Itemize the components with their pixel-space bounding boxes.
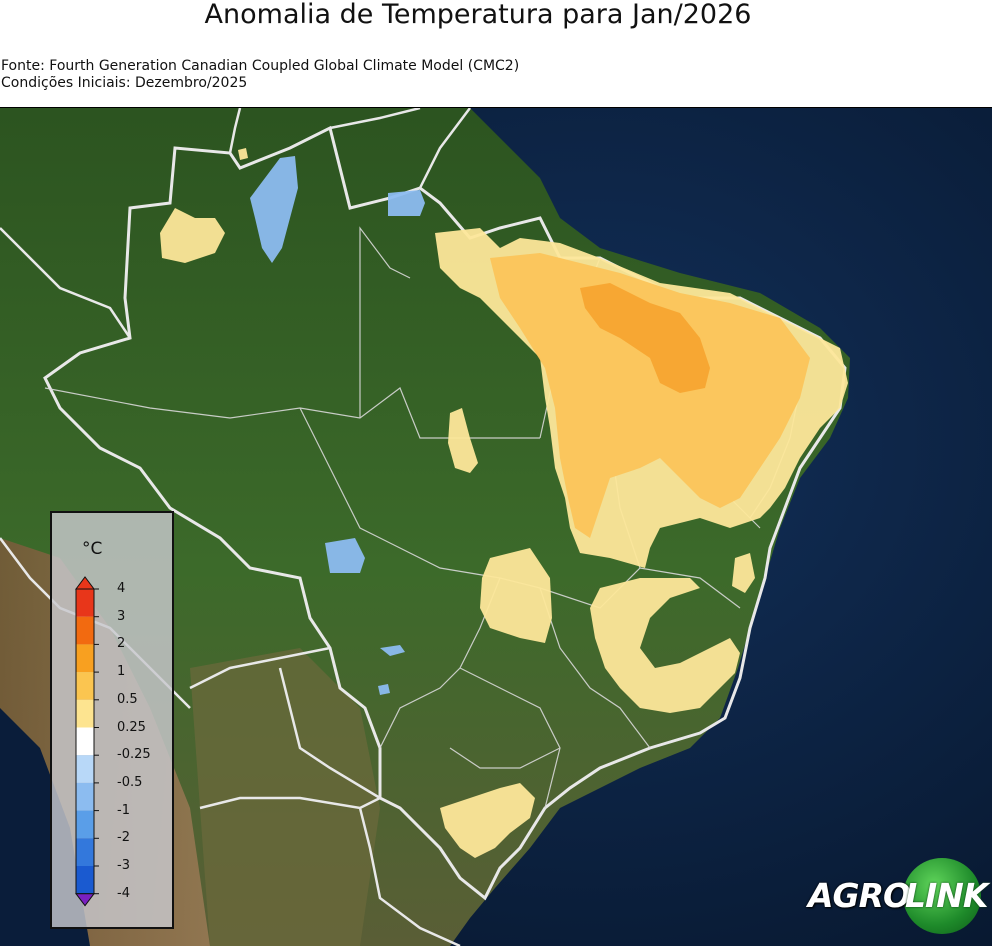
legend-color-segment xyxy=(76,672,94,700)
logo-text-agro: AGRO xyxy=(808,876,911,915)
anomaly-overlays xyxy=(160,148,848,858)
legend-tick-label: -0.25 xyxy=(117,747,151,763)
legend-colorbar xyxy=(75,576,99,907)
anomaly-se-small xyxy=(732,553,755,593)
anomaly-south-light xyxy=(440,783,535,858)
anomaly-ne-strong xyxy=(580,283,710,393)
legend-tick-label: -4 xyxy=(117,885,130,901)
anomaly-cool-small1 xyxy=(380,645,405,656)
anomaly-north-light xyxy=(160,208,225,263)
source-text: Fonte: Fourth Generation Canadian Couple… xyxy=(1,58,519,92)
anomaly-cool-north xyxy=(250,156,298,263)
legend-color-segment xyxy=(76,699,94,728)
anomaly-ne-mid xyxy=(490,253,810,538)
map-area: °C 4 3 2 1 0.5 0.25 -0.25 -0.5 -1 -2 -3 -4 AGRO LIN… xyxy=(0,107,992,946)
anomaly-center-light xyxy=(480,548,552,643)
initial-conditions-line: Condições Iniciais: Dezembro/2025 xyxy=(1,75,248,91)
agrolink-logo: AGRO LINK xyxy=(808,856,988,936)
anomaly-cool-small2 xyxy=(378,684,390,695)
anomaly-cool-coast xyxy=(388,190,425,216)
legend-tick-label: 0.5 xyxy=(117,691,138,707)
anomaly-cool-center xyxy=(325,538,365,573)
legend-color-segment xyxy=(76,589,94,617)
map-title: Anomalia de Temperatura para Jan/2026 xyxy=(204,0,752,30)
anomaly-mid-light xyxy=(448,408,478,473)
legend-tick-label: -2 xyxy=(117,830,130,846)
legend-tick-label: -0.5 xyxy=(117,774,143,790)
brazil-border xyxy=(43,125,847,901)
legend-color-segment xyxy=(76,782,94,811)
legend-tick-label: -3 xyxy=(117,858,130,873)
legend-tick-label: 4 xyxy=(117,581,126,596)
legend-arrow-bottom xyxy=(75,893,95,907)
legend-unit: °C xyxy=(82,539,103,559)
legend-color-segment xyxy=(76,838,94,866)
country-borders xyxy=(0,108,471,946)
color-legend: °C 4 3 2 1 0.5 0.25 -0.25 -0.5 -1 -2 -3 -4 xyxy=(50,511,174,929)
legend-arrow-top xyxy=(75,576,95,590)
anomaly-tiny-light xyxy=(238,148,248,160)
legend-tick-label: -1 xyxy=(117,802,130,818)
legend-color-segment xyxy=(76,755,94,783)
logo-text-link: LINK xyxy=(905,876,988,915)
logo-circle xyxy=(903,858,981,934)
legend-tick-label: 3 xyxy=(117,608,126,624)
legend-color-segment xyxy=(76,866,94,894)
legend-color-segment xyxy=(76,644,94,673)
legend-tick-label: 0.25 xyxy=(117,719,146,735)
legend-color-segment xyxy=(76,616,94,645)
source-line: Fonte: Fourth Generation Canadian Couple… xyxy=(1,58,520,74)
legend-color-segment xyxy=(76,810,94,839)
legend-tick-label: 1 xyxy=(117,664,126,680)
legend-color-segment xyxy=(76,727,94,756)
anomaly-se-light xyxy=(590,578,740,713)
legend-tick-label: 2 xyxy=(117,636,126,652)
